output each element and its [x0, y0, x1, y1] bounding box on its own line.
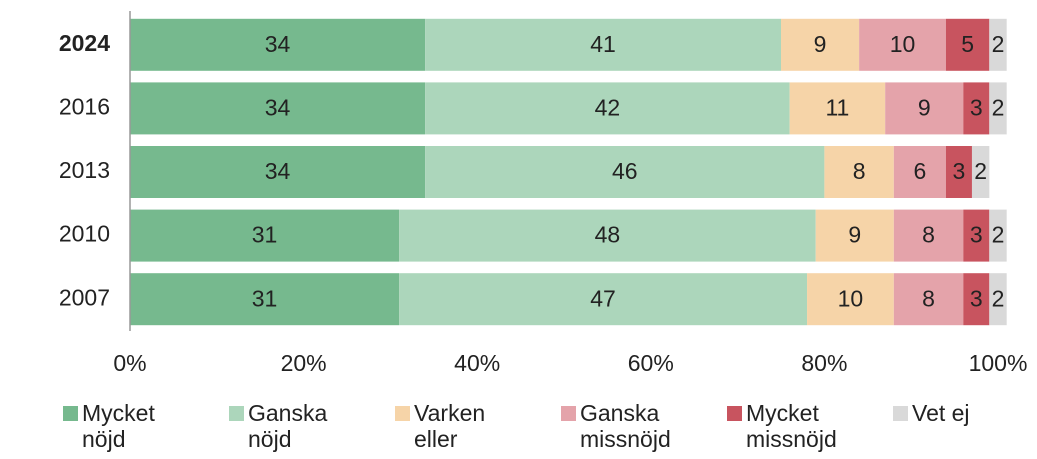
y-tick-label: 2013 [59, 157, 110, 183]
bar-segment [824, 146, 894, 198]
data-label: 34 [265, 94, 291, 120]
data-label: 41 [590, 31, 616, 57]
bar-segment [963, 209, 990, 262]
legend-item: Mycket nöjd [63, 400, 182, 452]
legend-label: Ganska missnöjd [580, 400, 671, 452]
data-label: 5 [961, 31, 974, 57]
data-label: 2 [992, 285, 1005, 311]
data-label: 34 [265, 31, 291, 57]
bar-segment [989, 273, 1007, 326]
x-tick-label: 40% [454, 350, 500, 376]
bar-segment [945, 146, 972, 198]
legend-swatch [63, 406, 78, 421]
legend-label: Mycket missnöjd [746, 400, 837, 452]
x-tick-label: 60% [628, 350, 674, 376]
data-label: 3 [953, 158, 966, 184]
legend-swatch [395, 406, 410, 421]
bar-segment [989, 18, 1007, 71]
data-label: 2 [992, 94, 1005, 120]
legend-label: Mycket nöjd [82, 400, 155, 452]
bar-segment [399, 209, 816, 262]
x-tick-label: 100% [969, 350, 1028, 376]
data-label: 8 [922, 222, 935, 248]
bar-segment [130, 209, 400, 262]
data-label: 8 [922, 285, 935, 311]
bar-segment [859, 18, 946, 71]
bar-segment [130, 146, 426, 198]
data-label: 10 [890, 31, 916, 57]
legend-item: Ganska missnöjd [561, 400, 680, 452]
bar-segment [425, 146, 825, 198]
data-label: 9 [814, 31, 827, 57]
data-label: 34 [265, 158, 291, 184]
data-label: 47 [590, 285, 616, 311]
data-label: 2 [992, 31, 1005, 57]
x-tick-label: 0% [113, 350, 146, 376]
legend-swatch [229, 406, 244, 421]
legend-label: Vet ej [912, 400, 970, 426]
legend-swatch [727, 406, 742, 421]
bar-segment [399, 273, 808, 326]
data-label: 42 [595, 94, 621, 120]
bar-segment [781, 18, 860, 71]
bar-segment [425, 82, 790, 135]
data-label: 9 [848, 222, 861, 248]
data-label: 8 [853, 158, 866, 184]
x-tick-label: 80% [801, 350, 847, 376]
bar-segment [893, 273, 964, 326]
legend-swatch [561, 406, 576, 421]
data-label: 6 [913, 158, 926, 184]
bar-segment [963, 273, 990, 326]
bar-segment [893, 209, 964, 262]
bar-segment [885, 82, 964, 135]
legend-label: Varken eller [414, 400, 486, 452]
x-tick-label: 20% [281, 350, 327, 376]
bar-segment [130, 18, 426, 71]
data-label: 3 [970, 285, 983, 311]
bar-segment [789, 82, 886, 135]
legend-item: Varken eller [395, 400, 514, 452]
bar-segment [130, 273, 400, 326]
bar-segment [130, 82, 426, 135]
bar-segment [815, 209, 894, 262]
data-label: 3 [970, 94, 983, 120]
data-label: 48 [595, 222, 621, 248]
bar-segment [425, 18, 781, 71]
data-label: 10 [838, 285, 864, 311]
bar-segment [963, 82, 990, 135]
bar-segment [807, 273, 894, 326]
bar-segment [893, 146, 946, 198]
y-tick-label: 2010 [59, 221, 110, 247]
data-label: 3 [970, 222, 983, 248]
data-label: 2 [974, 158, 987, 184]
data-label: 9 [918, 94, 931, 120]
y-tick-label: 2007 [59, 284, 110, 310]
legend-item: Vet ej [893, 400, 1012, 426]
legend-item: Ganska nöjd [229, 400, 348, 452]
y-tick-label: 2024 [59, 30, 110, 56]
bar-segment [945, 18, 990, 71]
legend-swatch [893, 406, 908, 421]
legend-item: Mycket missnöjd [727, 400, 846, 452]
data-label: 31 [252, 285, 278, 311]
bar-segment [971, 146, 990, 198]
y-tick-label: 2016 [59, 93, 110, 119]
data-label: 2 [992, 222, 1005, 248]
data-label: 46 [612, 158, 638, 184]
bar-segment [989, 209, 1007, 262]
legend-label: Ganska nöjd [248, 400, 328, 452]
data-label: 11 [825, 94, 849, 120]
bar-segment [989, 82, 1007, 135]
data-label: 31 [252, 222, 278, 248]
